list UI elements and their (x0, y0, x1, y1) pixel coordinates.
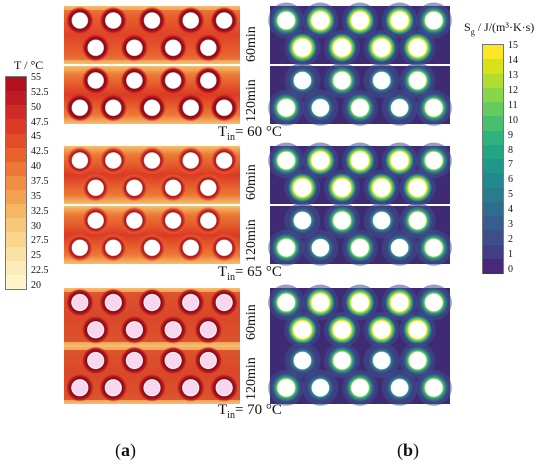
sg-tick-label: 5 (508, 189, 513, 201)
sg-tick-label: 8 (508, 144, 513, 156)
temp-swatch (6, 133, 26, 149)
entropy-generation-panel (268, 202, 452, 266)
temp-tick-label: 27.5 (31, 235, 49, 247)
entropy-generation-panel (268, 62, 452, 126)
temp-swatch (6, 77, 26, 92)
sg-swatch (483, 59, 503, 74)
temp-tick-label: 40 (31, 161, 41, 173)
sg-swatch (483, 159, 503, 174)
temp-swatch (6, 274, 26, 290)
temp-legend-title: T / °C (14, 58, 44, 72)
temp-tick-label: 20 (31, 280, 41, 291)
tin-label-70: Tin= 70 °C (218, 402, 282, 421)
temp-tick-label: 50 (31, 101, 41, 113)
temp-tick-label: 30 (31, 220, 41, 232)
temperature-contour-panel (64, 146, 240, 204)
temp-tick-label: 35 (31, 190, 41, 202)
entropy-generation-panel (268, 2, 452, 66)
temp-colorbar (5, 76, 27, 290)
temp-swatch (6, 175, 26, 191)
sg-swatch (483, 144, 503, 160)
sg-swatch (483, 201, 503, 217)
time-label-60min-row3: 60min (244, 304, 259, 340)
sg-legend-title: Sg / J/(m³·K·s) (464, 20, 535, 37)
sg-swatch (483, 73, 503, 89)
temp-swatch (6, 246, 26, 262)
sg-tick-label: 1 (508, 249, 513, 261)
subfigure-label-a: (a) (115, 440, 136, 460)
time-label-120min-row3: 120min (244, 357, 259, 400)
temp-tick-label: 25 (31, 250, 41, 262)
time-label-60min-row1: 60min (244, 26, 259, 62)
temp-swatch (6, 105, 26, 120)
sg-swatch (483, 87, 503, 103)
sg-swatch (483, 173, 503, 188)
temp-tick-label: 45 (31, 131, 41, 143)
sg-swatch (483, 187, 503, 203)
sg-tick-label: 7 (508, 159, 513, 171)
sg-swatch (483, 244, 503, 260)
temp-tick-label: 55 (31, 72, 41, 83)
tin-label-60: Tin= 60 °C (218, 124, 282, 143)
temperature-contour-panel (64, 206, 240, 264)
entropy-generation-panel (268, 284, 452, 348)
temp-swatch (6, 260, 26, 276)
time-label-120min-row2: 120min (244, 219, 259, 262)
sg-swatch (483, 216, 503, 231)
temperature-contour-panel (64, 288, 240, 346)
temp-tick-label: 32.5 (31, 205, 49, 217)
sg-tick-label: 12 (508, 84, 518, 96)
sg-tick-label: 0 (508, 264, 513, 275)
sg-swatch (483, 130, 503, 146)
temp-swatch (6, 218, 26, 233)
sg-swatch (483, 258, 503, 274)
sg-tick-label: 4 (508, 204, 513, 216)
sg-tick-label: 14 (508, 54, 518, 66)
subfigure-label-b: (b) (397, 440, 420, 460)
temp-tick-label: 42.5 (31, 146, 49, 158)
sg-swatch (483, 116, 503, 131)
temp-tick-label: 52.5 (31, 86, 49, 98)
temp-swatch (6, 204, 26, 219)
temp-swatch (6, 232, 26, 248)
sg-tick-label: 11 (508, 99, 518, 111)
tin-label-65: Tin= 65 °C (218, 264, 282, 283)
sg-tick-label: 3 (508, 219, 513, 231)
temp-tick-label: 22.5 (31, 265, 49, 277)
temperature-contour-panel (64, 6, 240, 64)
sg-tick-label: 2 (508, 234, 513, 246)
sg-tick-label: 13 (508, 69, 518, 81)
sg-tick-label: 10 (508, 114, 518, 126)
sg-tick-label: 9 (508, 129, 513, 141)
temperature-contour-panel (64, 66, 240, 124)
temp-swatch (6, 190, 26, 205)
temp-swatch (6, 119, 26, 135)
temp-swatch (6, 147, 26, 163)
temp-swatch (6, 91, 26, 106)
temp-swatch (6, 161, 26, 177)
sg-tick-label: 15 (508, 40, 518, 51)
time-label-60min-row2: 60min (244, 164, 259, 200)
sg-swatch (483, 230, 503, 245)
sg-swatch (483, 45, 503, 60)
entropy-generation-panel (268, 142, 452, 206)
entropy-generation-panel (268, 342, 452, 406)
sg-colorbar (482, 44, 504, 274)
time-label-120min-row1: 120min (244, 79, 259, 122)
sg-swatch (483, 102, 503, 117)
temperature-contour-panel (64, 346, 240, 404)
temp-tick-label: 37.5 (31, 176, 49, 187)
temp-tick-label: 47.5 (31, 116, 49, 128)
sg-tick-label: 6 (508, 174, 513, 186)
